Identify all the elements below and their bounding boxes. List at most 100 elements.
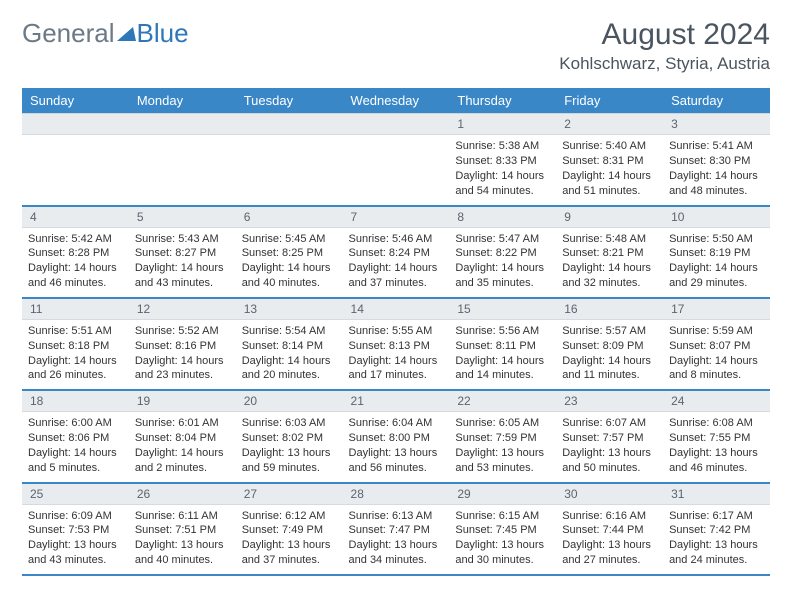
day-number: 22 [449, 391, 556, 412]
day-number [22, 114, 129, 135]
day-details: Sunrise: 6:11 AMSunset: 7:51 PMDaylight:… [129, 505, 236, 574]
day-details: Sunrise: 5:48 AMSunset: 8:21 PMDaylight:… [556, 228, 663, 297]
daylight-line: Daylight: 13 hours and 37 minutes. [242, 538, 337, 568]
sunrise-line: Sunrise: 5:45 AM [242, 232, 337, 247]
day-details: Sunrise: 5:51 AMSunset: 8:18 PMDaylight:… [22, 320, 129, 389]
calendar-week: 4Sunrise: 5:42 AMSunset: 8:28 PMDaylight… [22, 206, 770, 298]
calendar-cell: 2Sunrise: 5:40 AMSunset: 8:31 PMDaylight… [556, 114, 663, 206]
sunrise-line: Sunrise: 5:57 AM [562, 324, 657, 339]
sunset-line: Sunset: 8:28 PM [28, 246, 123, 261]
weekday-header: Saturday [663, 88, 770, 114]
calendar-cell [129, 114, 236, 206]
day-details: Sunrise: 5:54 AMSunset: 8:14 PMDaylight:… [236, 320, 343, 389]
day-details [343, 135, 450, 145]
logo: General Blue [22, 18, 189, 49]
calendar-cell [22, 114, 129, 206]
day-number: 11 [22, 299, 129, 320]
day-number: 26 [129, 484, 236, 505]
sunset-line: Sunset: 8:21 PM [562, 246, 657, 261]
sunset-line: Sunset: 8:16 PM [135, 339, 230, 354]
sunset-line: Sunset: 8:09 PM [562, 339, 657, 354]
calendar-cell: 22Sunrise: 6:05 AMSunset: 7:59 PMDayligh… [449, 390, 556, 482]
day-details [236, 135, 343, 145]
daylight-line: Daylight: 14 hours and 48 minutes. [669, 169, 764, 199]
sunset-line: Sunset: 8:18 PM [28, 339, 123, 354]
sunset-line: Sunset: 7:44 PM [562, 523, 657, 538]
sunset-line: Sunset: 8:14 PM [242, 339, 337, 354]
calendar-cell: 1Sunrise: 5:38 AMSunset: 8:33 PMDaylight… [449, 114, 556, 206]
sunrise-line: Sunrise: 6:08 AM [669, 416, 764, 431]
daylight-line: Daylight: 13 hours and 56 minutes. [349, 446, 444, 476]
day-number: 21 [343, 391, 450, 412]
day-number: 30 [556, 484, 663, 505]
calendar-cell: 20Sunrise: 6:03 AMSunset: 8:02 PMDayligh… [236, 390, 343, 482]
sunset-line: Sunset: 8:19 PM [669, 246, 764, 261]
weekday-header: Tuesday [236, 88, 343, 114]
day-number: 25 [22, 484, 129, 505]
calendar-cell: 26Sunrise: 6:11 AMSunset: 7:51 PMDayligh… [129, 483, 236, 575]
sunrise-line: Sunrise: 5:56 AM [455, 324, 550, 339]
day-details: Sunrise: 5:47 AMSunset: 8:22 PMDaylight:… [449, 228, 556, 297]
sunrise-line: Sunrise: 5:46 AM [349, 232, 444, 247]
calendar-cell: 27Sunrise: 6:12 AMSunset: 7:49 PMDayligh… [236, 483, 343, 575]
daylight-line: Daylight: 13 hours and 34 minutes. [349, 538, 444, 568]
daylight-line: Daylight: 14 hours and 46 minutes. [28, 261, 123, 291]
day-number: 3 [663, 114, 770, 135]
day-details: Sunrise: 6:00 AMSunset: 8:06 PMDaylight:… [22, 412, 129, 481]
day-number: 8 [449, 207, 556, 228]
daylight-line: Daylight: 14 hours and 2 minutes. [135, 446, 230, 476]
day-number: 4 [22, 207, 129, 228]
weekday-header: Sunday [22, 88, 129, 114]
calendar-cell: 23Sunrise: 6:07 AMSunset: 7:57 PMDayligh… [556, 390, 663, 482]
weekday-header: Monday [129, 88, 236, 114]
logo-text-general: General [22, 18, 115, 49]
calendar-cell: 18Sunrise: 6:00 AMSunset: 8:06 PMDayligh… [22, 390, 129, 482]
day-details: Sunrise: 6:15 AMSunset: 7:45 PMDaylight:… [449, 505, 556, 574]
sunrise-line: Sunrise: 5:47 AM [455, 232, 550, 247]
daylight-line: Daylight: 13 hours and 43 minutes. [28, 538, 123, 568]
daylight-line: Daylight: 14 hours and 5 minutes. [28, 446, 123, 476]
sunset-line: Sunset: 8:00 PM [349, 431, 444, 446]
day-number: 15 [449, 299, 556, 320]
calendar-cell: 25Sunrise: 6:09 AMSunset: 7:53 PMDayligh… [22, 483, 129, 575]
sunset-line: Sunset: 7:45 PM [455, 523, 550, 538]
day-number: 14 [343, 299, 450, 320]
sunset-line: Sunset: 7:47 PM [349, 523, 444, 538]
sunrise-line: Sunrise: 5:52 AM [135, 324, 230, 339]
day-number: 28 [343, 484, 450, 505]
day-details: Sunrise: 6:12 AMSunset: 7:49 PMDaylight:… [236, 505, 343, 574]
day-number [343, 114, 450, 135]
day-number: 23 [556, 391, 663, 412]
sunset-line: Sunset: 7:59 PM [455, 431, 550, 446]
calendar-week: 18Sunrise: 6:00 AMSunset: 8:06 PMDayligh… [22, 390, 770, 482]
day-number: 18 [22, 391, 129, 412]
sunrise-line: Sunrise: 6:01 AM [135, 416, 230, 431]
calendar-week: 25Sunrise: 6:09 AMSunset: 7:53 PMDayligh… [22, 483, 770, 575]
sunrise-line: Sunrise: 5:48 AM [562, 232, 657, 247]
day-details: Sunrise: 6:08 AMSunset: 7:55 PMDaylight:… [663, 412, 770, 481]
daylight-line: Daylight: 14 hours and 23 minutes. [135, 354, 230, 384]
calendar-cell [343, 114, 450, 206]
daylight-line: Daylight: 14 hours and 32 minutes. [562, 261, 657, 291]
sunset-line: Sunset: 7:55 PM [669, 431, 764, 446]
calendar-head: SundayMondayTuesdayWednesdayThursdayFrid… [22, 88, 770, 114]
day-number: 2 [556, 114, 663, 135]
calendar-cell: 29Sunrise: 6:15 AMSunset: 7:45 PMDayligh… [449, 483, 556, 575]
sunset-line: Sunset: 8:06 PM [28, 431, 123, 446]
day-number: 1 [449, 114, 556, 135]
daylight-line: Daylight: 13 hours and 24 minutes. [669, 538, 764, 568]
sunrise-line: Sunrise: 5:41 AM [669, 139, 764, 154]
calendar-cell [236, 114, 343, 206]
day-number: 27 [236, 484, 343, 505]
calendar-cell: 4Sunrise: 5:42 AMSunset: 8:28 PMDaylight… [22, 206, 129, 298]
day-number: 13 [236, 299, 343, 320]
day-details [129, 135, 236, 145]
calendar-cell: 14Sunrise: 5:55 AMSunset: 8:13 PMDayligh… [343, 298, 450, 390]
sunset-line: Sunset: 7:51 PM [135, 523, 230, 538]
calendar-cell: 16Sunrise: 5:57 AMSunset: 8:09 PMDayligh… [556, 298, 663, 390]
daylight-line: Daylight: 13 hours and 30 minutes. [455, 538, 550, 568]
weekday-header: Wednesday [343, 88, 450, 114]
sunset-line: Sunset: 8:30 PM [669, 154, 764, 169]
sunset-line: Sunset: 7:49 PM [242, 523, 337, 538]
sunset-line: Sunset: 7:57 PM [562, 431, 657, 446]
